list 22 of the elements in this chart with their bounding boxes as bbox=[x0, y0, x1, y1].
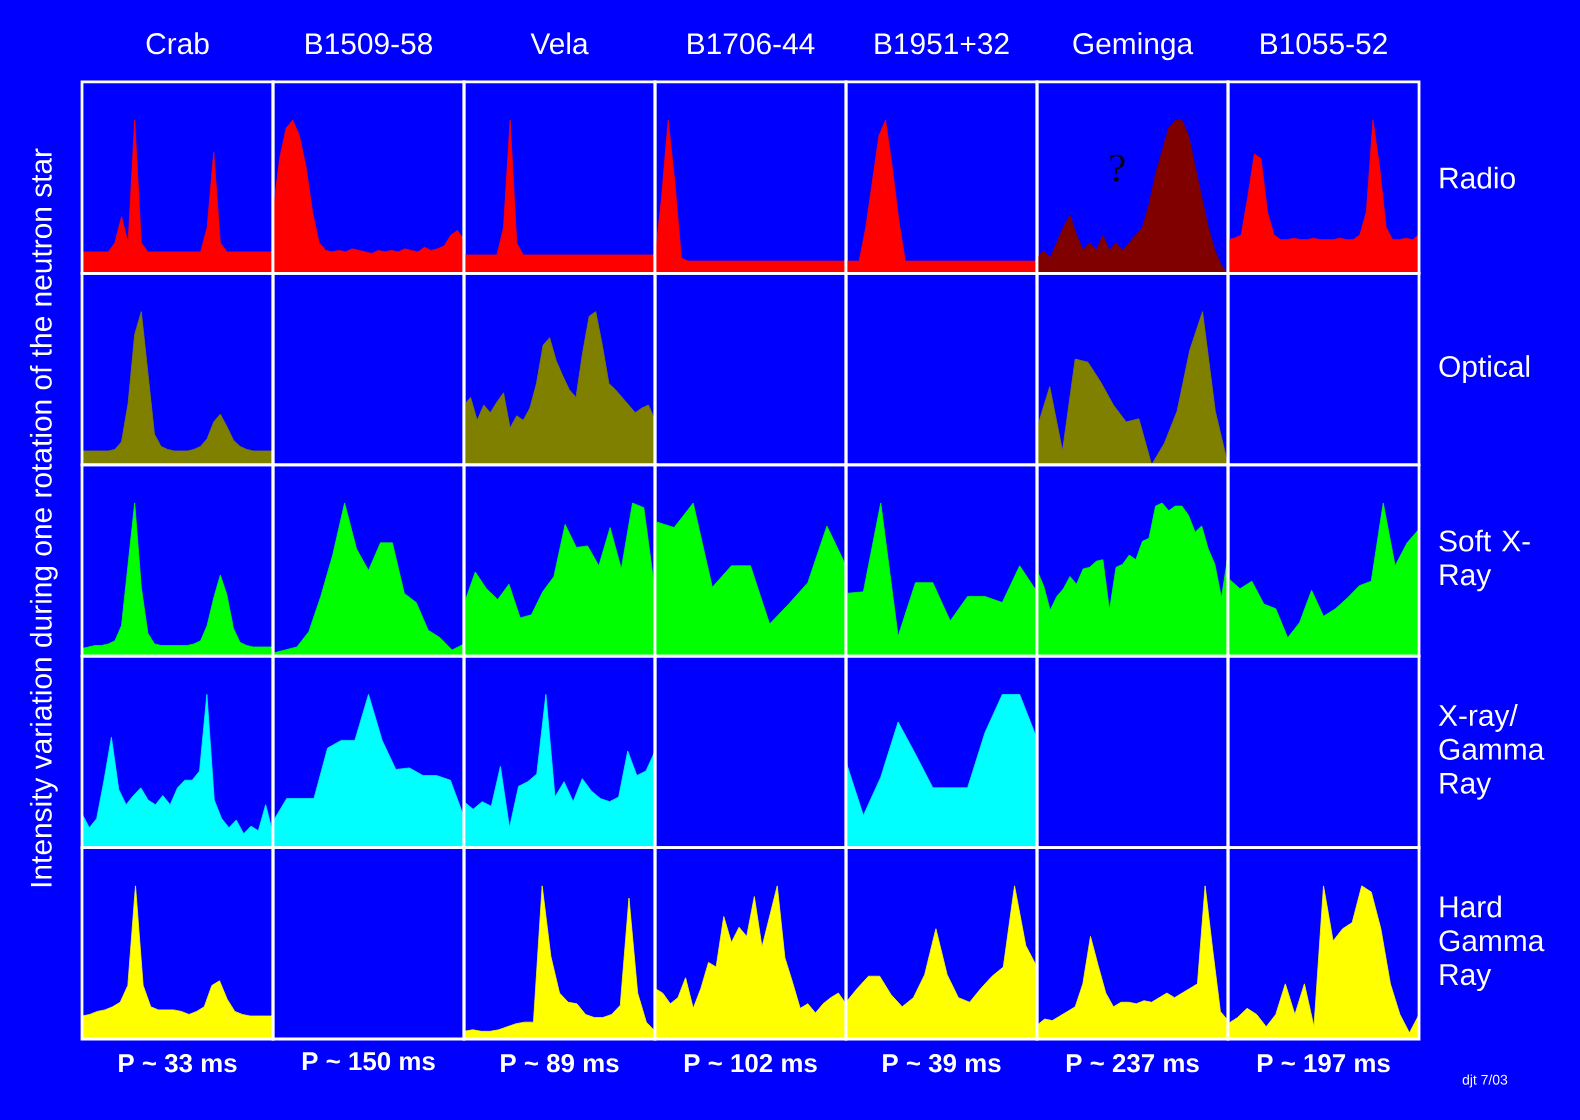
chart-title: Vela bbox=[530, 32, 589, 55]
text: djt 7/03 bbox=[1462, 1074, 1508, 1088]
x-axis-title: P ~ 197 ms bbox=[1257, 1054, 1390, 1073]
text: Optical bbox=[1439, 355, 1530, 383]
chart-title: B1951+32 bbox=[875, 33, 1009, 55]
y2-axis-title: Hard Gamma Ray bbox=[1439, 895, 1545, 992]
chart-title: Crab bbox=[146, 32, 209, 55]
y2-axis-title: Radio bbox=[1440, 166, 1515, 189]
y2-axis-title: Soft X-Ray bbox=[1439, 529, 1530, 592]
y-axis-title: Intensity variation during one rotation of the neutron star bbox=[29, 148, 58, 887]
x-axis-title: P ~ 33 ms bbox=[119, 1054, 237, 1073]
x-axis-title: P ~ 89 ms bbox=[501, 1054, 619, 1073]
annotation: ? bbox=[1110, 154, 1125, 182]
x-axis-title: P ~ 102 ms bbox=[684, 1054, 817, 1073]
text: P ~ 150 ms bbox=[302, 1052, 435, 1071]
chart-title: B1509-58 bbox=[306, 33, 432, 55]
chart-title: Geminga bbox=[1073, 32, 1194, 61]
chart-title: B1055-52 bbox=[1261, 33, 1387, 55]
text: X-ray/ Gamma Ray bbox=[1438, 704, 1545, 800]
x-axis-title: P ~ 39 ms bbox=[883, 1054, 1001, 1073]
x-axis-title: P ~ 237 ms bbox=[1066, 1054, 1199, 1073]
chart-title: B1706-44 bbox=[688, 33, 815, 55]
